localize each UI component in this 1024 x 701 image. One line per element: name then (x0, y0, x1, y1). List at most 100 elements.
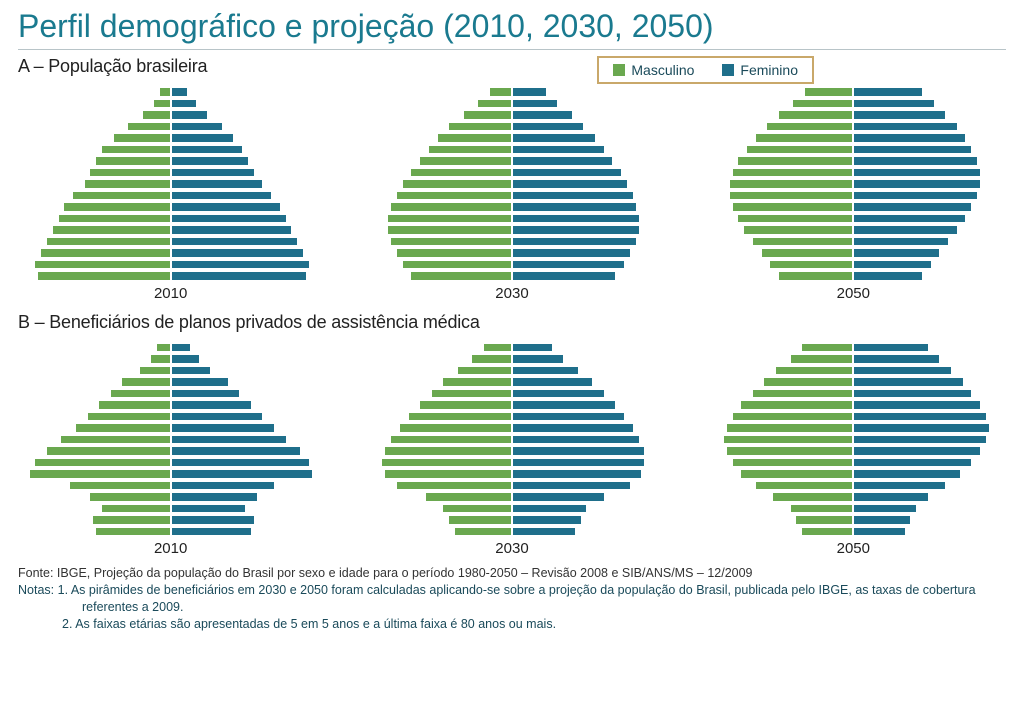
age-band-row (26, 214, 316, 224)
pyramid-bars (26, 343, 316, 537)
bar-male (113, 133, 171, 143)
age-band-row (367, 145, 657, 155)
bar-female (171, 225, 293, 235)
bar-male (153, 99, 170, 109)
age-band-row (367, 412, 657, 422)
bar-female (853, 271, 923, 281)
bar-female (512, 191, 634, 201)
charts-row-a: 201020302050 (18, 87, 1006, 302)
age-band-row (367, 156, 657, 166)
bar-female (171, 248, 304, 258)
pyramid-bars (708, 343, 998, 537)
bar-male (37, 271, 170, 281)
bar-female (512, 366, 579, 376)
bar-male (390, 202, 512, 212)
bar-male (766, 122, 853, 132)
pyramid-bars (367, 343, 657, 537)
age-band-row (367, 87, 657, 97)
bar-female (512, 145, 605, 155)
age-band-row (26, 156, 316, 166)
age-band-row (367, 354, 657, 364)
bar-female (171, 168, 255, 178)
age-band-row (708, 237, 998, 247)
bar-female (512, 481, 631, 491)
bar-male (402, 179, 512, 189)
age-band-row (708, 400, 998, 410)
bar-male (396, 248, 512, 258)
pyramid-2030: 2030 (365, 343, 658, 558)
bar-female (171, 271, 307, 281)
bar-male (89, 492, 170, 502)
bar-male (772, 492, 853, 502)
bar-male (402, 260, 512, 270)
age-band-row (26, 412, 316, 422)
bar-female (512, 400, 616, 410)
bar-female (171, 99, 197, 109)
bar-female (512, 469, 643, 479)
bar-male (46, 446, 171, 456)
age-band-row (26, 168, 316, 178)
age-band-row (708, 225, 998, 235)
bar-female (171, 469, 313, 479)
age-band-row (367, 179, 657, 189)
age-band-row (708, 87, 998, 97)
bar-male (792, 99, 853, 109)
bar-male (156, 343, 171, 353)
year-label: 2030 (495, 285, 528, 302)
bar-female (512, 179, 628, 189)
bar-male (75, 423, 171, 433)
age-band-row (367, 110, 657, 120)
age-band-row (367, 492, 657, 502)
section-a-label: A – População brasileira (18, 56, 1006, 77)
bar-male (425, 492, 512, 502)
bar-female (171, 214, 287, 224)
bar-male (755, 481, 854, 491)
age-band-row (708, 435, 998, 445)
bar-female (171, 481, 275, 491)
bar-male (723, 435, 854, 445)
age-band-row (26, 389, 316, 399)
bar-male (448, 515, 512, 525)
bar-female (853, 377, 963, 387)
bar-female (853, 156, 978, 166)
age-band-row (26, 87, 316, 97)
age-band-row (708, 248, 998, 258)
bar-male (795, 515, 853, 525)
pyramid-2010: 2010 (24, 87, 317, 302)
bar-male (740, 469, 853, 479)
bar-male (761, 248, 854, 258)
pyramid-bars (26, 87, 316, 281)
bar-female (171, 260, 310, 270)
pyramid-2010: 2010 (24, 343, 317, 558)
age-band-row (367, 458, 657, 468)
bar-female (853, 492, 928, 502)
age-band-row (367, 214, 657, 224)
bar-male (746, 145, 853, 155)
bar-female (853, 412, 986, 422)
bar-female (171, 412, 264, 422)
age-band-row (708, 354, 998, 364)
bar-male (729, 179, 854, 189)
bar-male (463, 110, 512, 120)
age-band-row (26, 110, 316, 120)
bar-female (853, 260, 931, 270)
bar-male (732, 168, 854, 178)
bar-female (853, 481, 946, 491)
age-band-row (26, 260, 316, 270)
age-band-row (708, 446, 998, 456)
bar-female (171, 458, 310, 468)
bar-male (387, 225, 512, 235)
age-band-row (26, 202, 316, 212)
bar-female (512, 248, 631, 258)
bar-male (737, 214, 853, 224)
bar-male (159, 87, 171, 97)
age-band-row (367, 202, 657, 212)
bar-female (171, 191, 273, 201)
age-band-row (367, 168, 657, 178)
age-band-row (26, 504, 316, 514)
bar-female (171, 110, 209, 120)
bar-female (853, 168, 981, 178)
bar-male (801, 343, 853, 353)
age-band-row (708, 343, 998, 353)
legend-female: Feminino (722, 62, 798, 78)
